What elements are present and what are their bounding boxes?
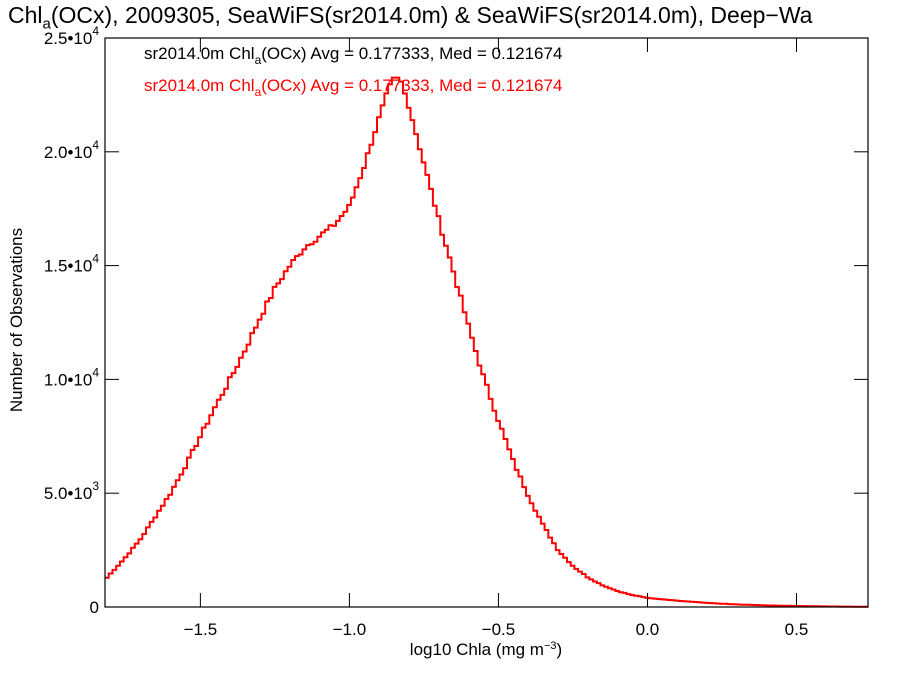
y-tick-label: 1.5•104	[44, 252, 100, 276]
x-tick-label: 0.0	[636, 620, 660, 639]
chart-title: Chla(OCx), 2009305, SeaWiFS(sr2014.0m) &…	[8, 2, 813, 33]
y-axis-label: Number of Observations	[7, 228, 26, 412]
legend: sr2014.0m Chla(OCx) Avg = 0.177333, Med …	[144, 44, 562, 99]
series-line-0	[105, 76, 868, 608]
legend-entry-black: sr2014.0m Chla(OCx) Avg = 0.177333, Med …	[144, 44, 562, 67]
y-tick-label: 1.0•104	[44, 365, 100, 389]
y-tick-label: 2.0•104	[44, 138, 100, 162]
x-axis-label: log10 Chla (mg m−3)	[410, 640, 562, 659]
y-tick-label: 0	[90, 598, 99, 617]
x-tick-label: 0.5	[785, 620, 809, 639]
y-tick-label: 2.5•104	[44, 24, 100, 48]
x-tick-label: −0.5	[482, 620, 516, 639]
x-tick-label: −1.5	[184, 620, 218, 639]
legend-entry-red: sr2014.0m Chla(OCx) Avg = 0.177333, Med …	[144, 76, 562, 99]
y-tick-label: 5.0•103	[44, 479, 100, 503]
x-tick-label: −1.0	[333, 620, 367, 639]
plot-frame	[104, 37, 869, 608]
